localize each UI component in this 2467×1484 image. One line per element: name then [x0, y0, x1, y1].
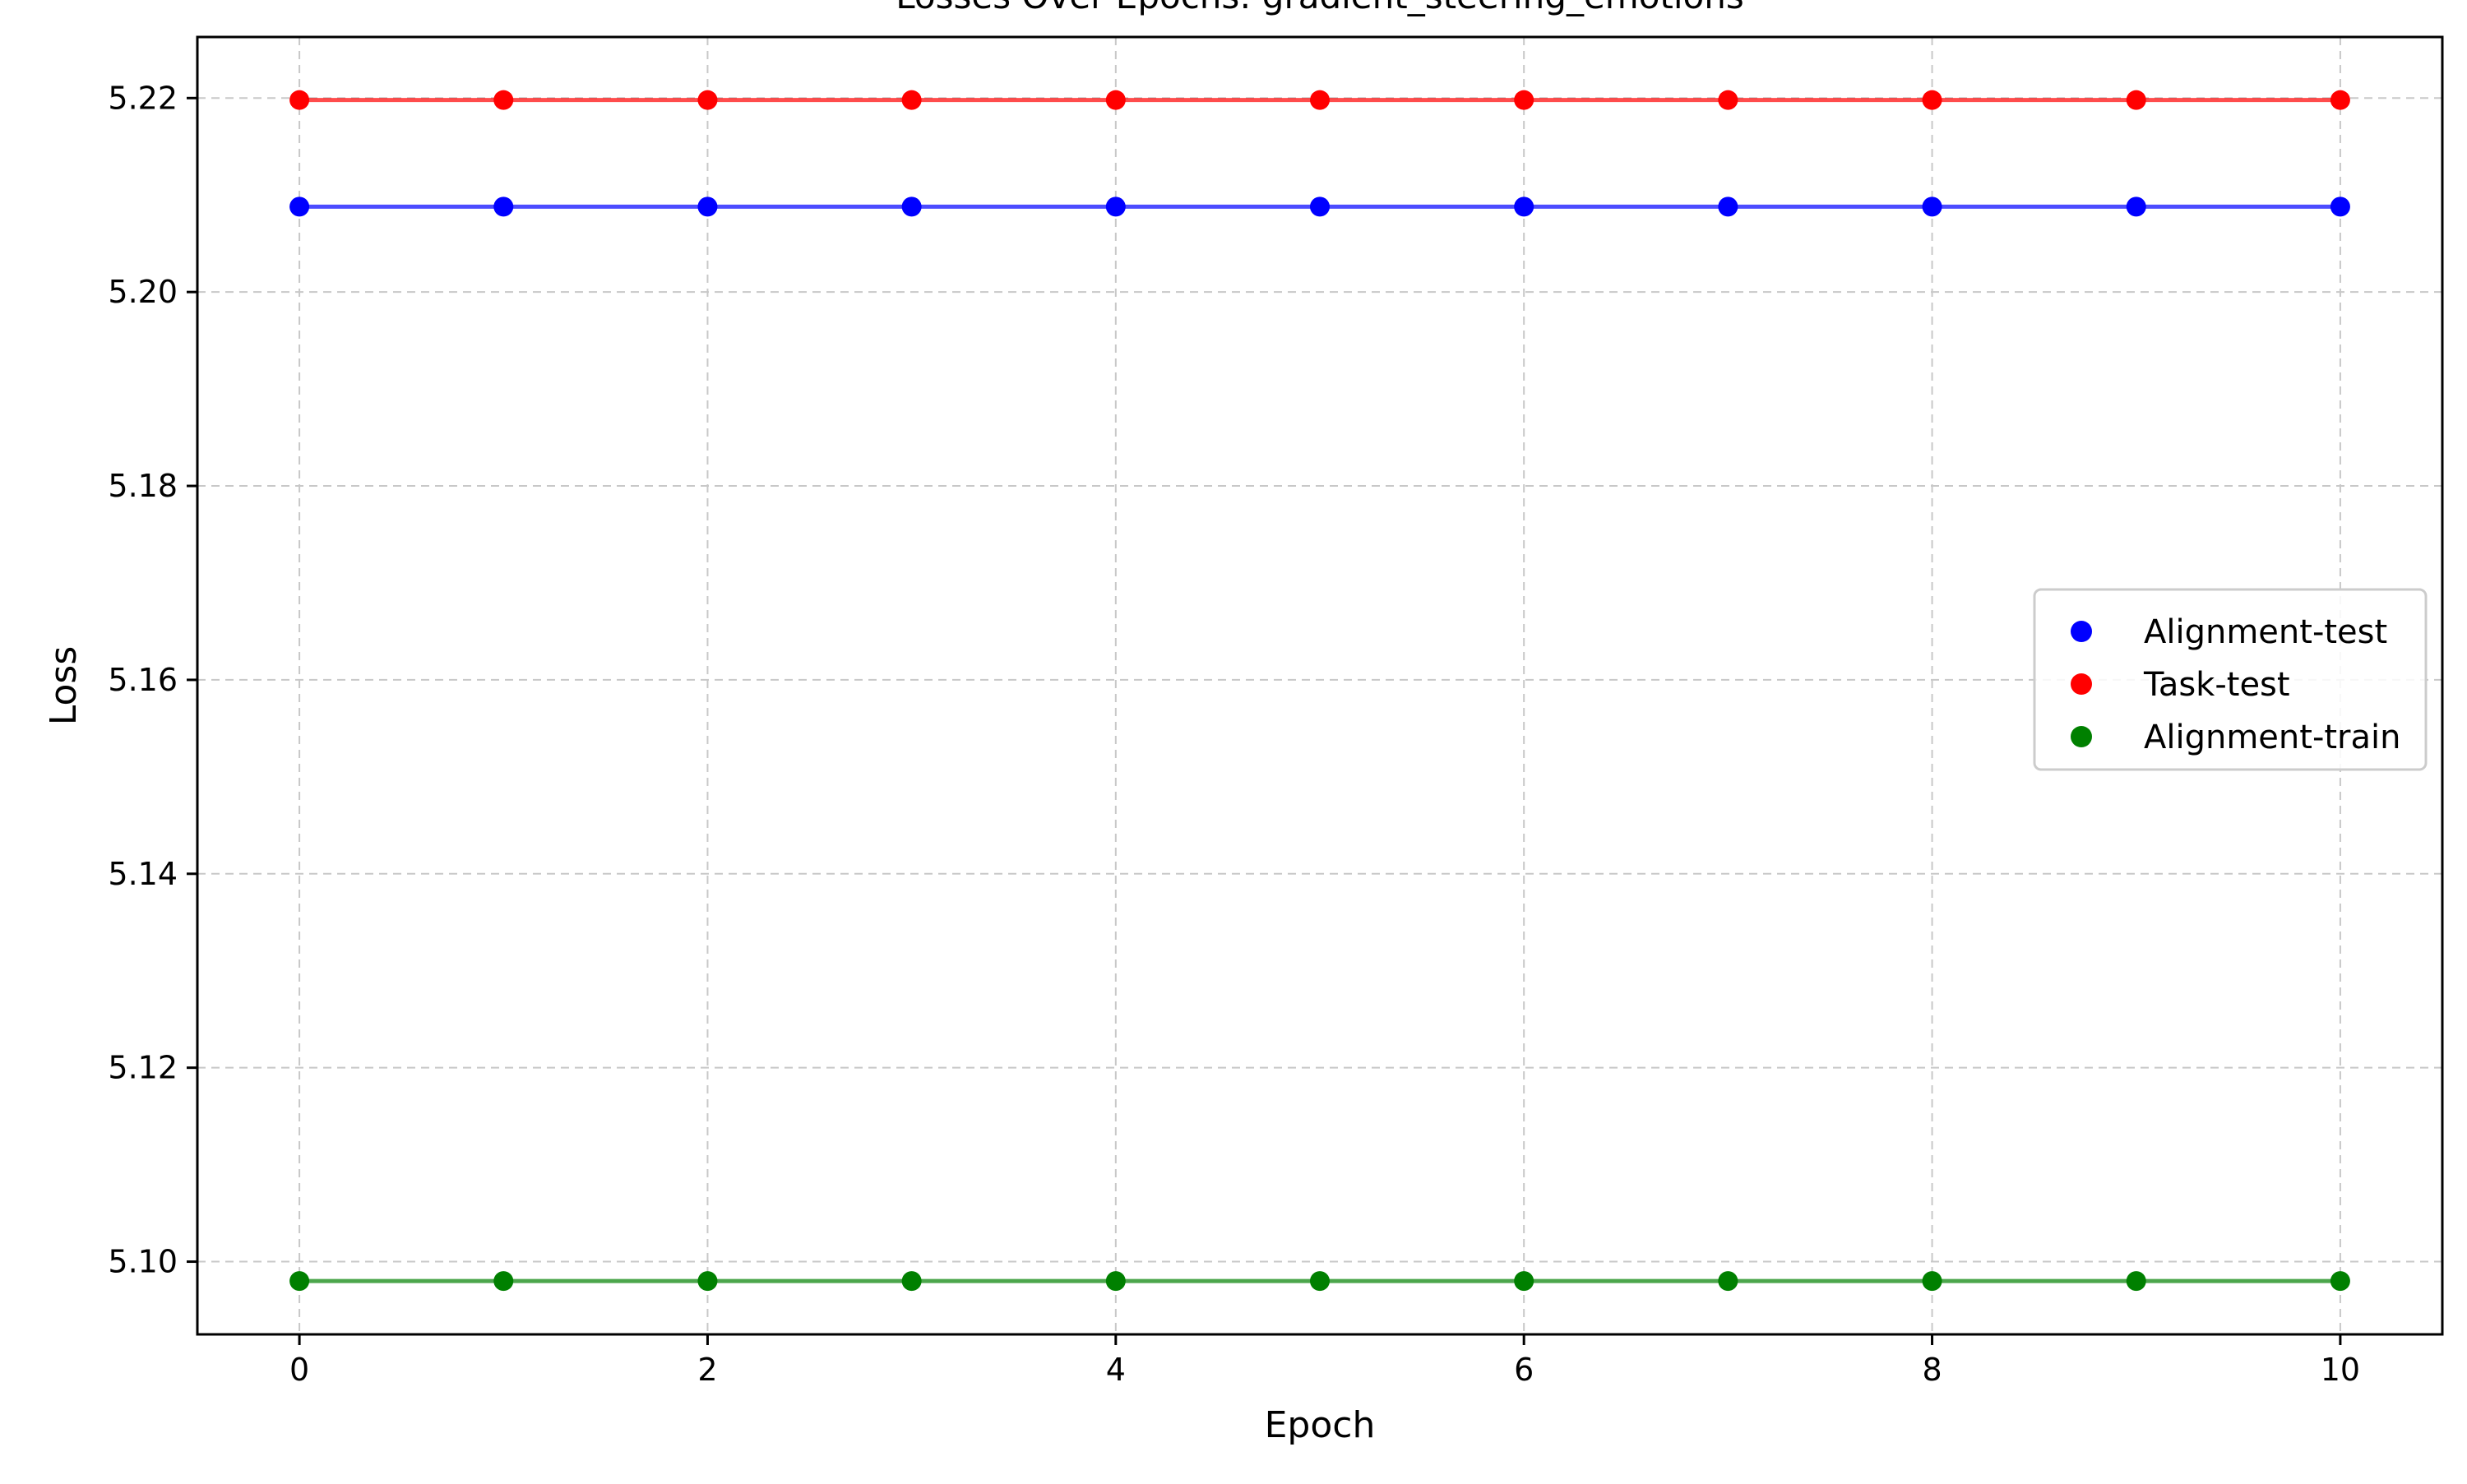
data-point	[493, 1271, 514, 1292]
legend-box	[2033, 588, 2428, 771]
x-tick-label: 2	[697, 1352, 717, 1388]
series-alignment-test	[289, 196, 2350, 217]
data-point	[1105, 90, 1126, 110]
y-tick-label: 5.20	[108, 274, 178, 310]
data-point	[1514, 196, 1534, 217]
data-point	[697, 196, 718, 217]
series-task-test	[289, 90, 2350, 110]
y-tick-label: 5.10	[108, 1244, 178, 1280]
y-tick-label: 5.22	[108, 80, 178, 116]
data-point	[1922, 196, 1942, 217]
data-point	[1514, 1271, 1534, 1292]
data-point	[697, 1271, 718, 1292]
series-alignment-train	[289, 1271, 2350, 1292]
y-tick-label: 5.12	[108, 1050, 178, 1086]
data-point	[1718, 1271, 1738, 1292]
data-point	[901, 196, 922, 217]
legend-label: Task-test	[2143, 666, 2290, 704]
data-point	[1718, 196, 1738, 217]
data-point	[1310, 90, 1330, 110]
data-point	[2330, 90, 2350, 110]
data-point	[1310, 196, 1330, 217]
data-point	[2330, 1271, 2350, 1292]
legend: Alignment-test Task-test Alignment-train	[2033, 588, 2428, 771]
data-point	[289, 196, 310, 217]
data-point	[493, 196, 514, 217]
x-axis-label: Epoch	[1265, 1404, 1376, 1446]
data-point	[1310, 1271, 1330, 1292]
legend-label: Alignment-test	[2144, 613, 2387, 651]
data-point	[901, 90, 922, 110]
data-point	[2126, 1271, 2146, 1292]
data-point	[1922, 90, 1942, 110]
data-point	[1105, 196, 1126, 217]
y-tick-label: 5.18	[108, 468, 178, 504]
x-tick-label: 6	[1514, 1352, 1534, 1388]
data-point	[493, 90, 514, 110]
data-point	[1922, 1271, 1942, 1292]
y-tick-label: 5.14	[108, 856, 178, 892]
x-tick-label: 10	[2321, 1352, 2360, 1388]
x-tick-label: 4	[1106, 1352, 1126, 1388]
data-point	[901, 1271, 922, 1292]
plot-area-frame	[196, 35, 2444, 1336]
legend-marker	[2071, 621, 2092, 642]
y-axis-label: Loss	[43, 646, 85, 726]
data-point	[2126, 196, 2146, 217]
data-point	[1105, 1271, 1126, 1292]
data-point	[289, 90, 310, 110]
legend-label: Alignment-train	[2144, 719, 2400, 756]
legend-marker	[2071, 726, 2092, 747]
legend-marker	[2071, 673, 2092, 695]
y-tick-label: 5.16	[108, 662, 178, 698]
axes: 0 2 4 6 8 10 5.10 5.12 5.14 5.16 5.18 5.20 5.22	[108, 80, 2360, 1388]
data-point	[1718, 90, 1738, 110]
data-point	[697, 90, 718, 110]
x-tick-label: 0	[289, 1352, 309, 1388]
series-group	[289, 90, 2350, 1292]
x-tick-label: 8	[1922, 1352, 1942, 1388]
data-point	[289, 1271, 310, 1292]
data-point	[2126, 90, 2146, 110]
data-point	[1514, 90, 1534, 110]
data-point	[2330, 196, 2350, 217]
chart-title: Losses Over Epochs: gradient_steering_em…	[896, 0, 1744, 16]
